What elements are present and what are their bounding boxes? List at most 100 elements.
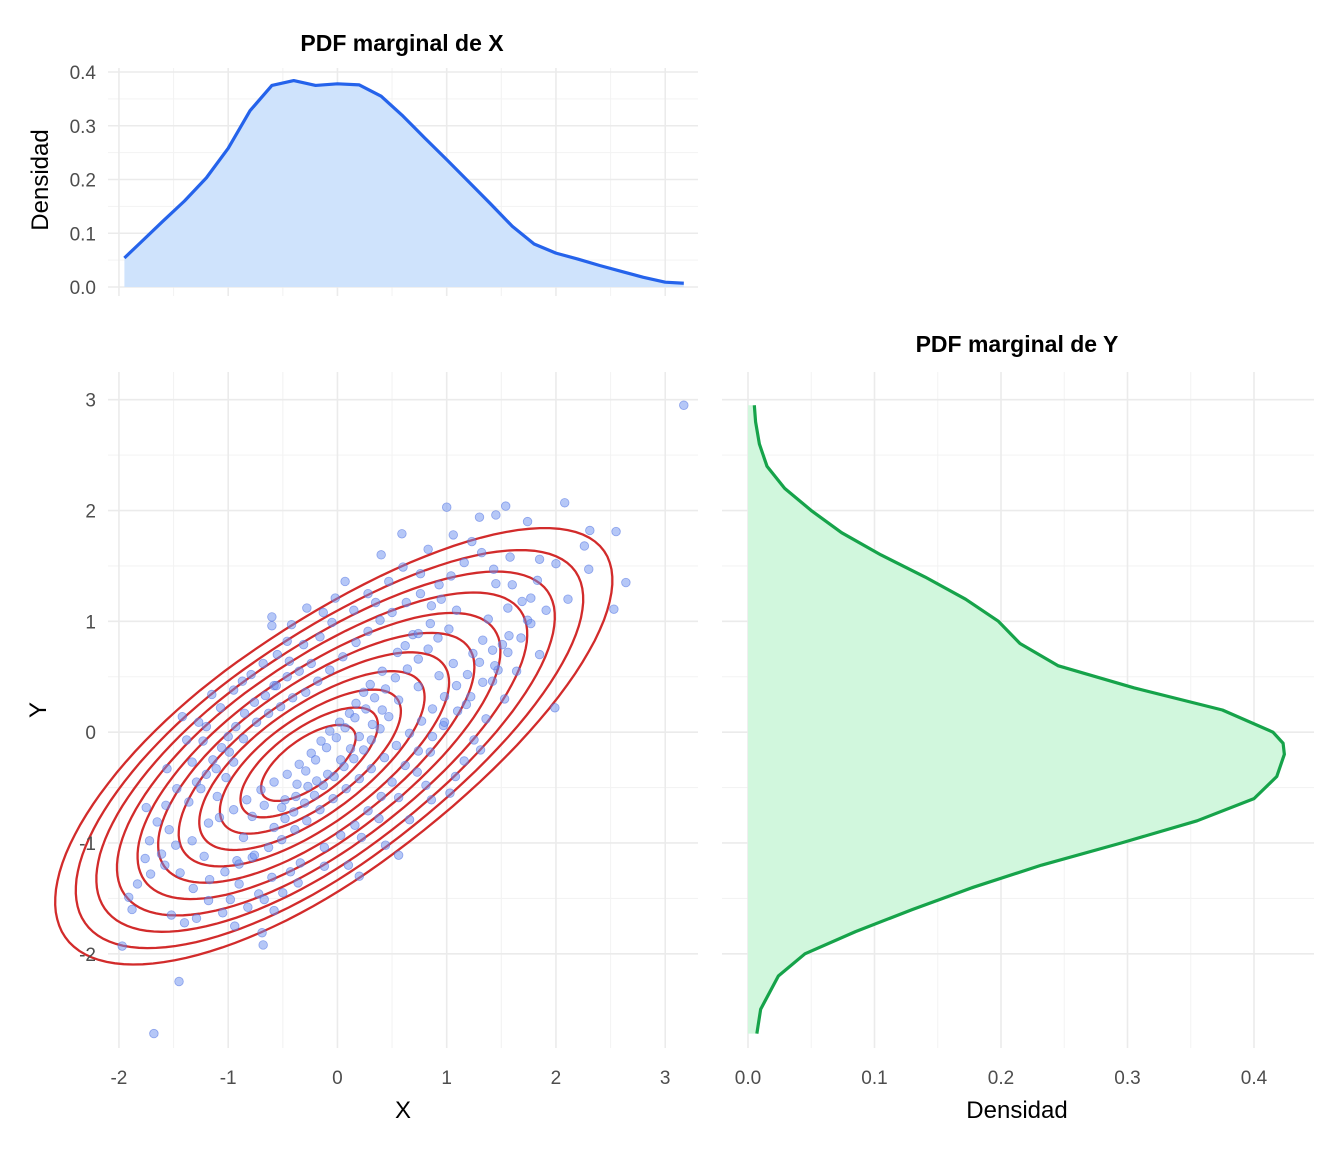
scatter-point — [393, 695, 404, 705]
marginal-x-y-tick-label: 0.4 — [70, 63, 97, 84]
scatter-point — [377, 666, 387, 676]
scatter-point — [216, 742, 227, 753]
scatter-point — [298, 639, 309, 650]
scatter-point — [254, 889, 264, 899]
scatter-point — [451, 680, 462, 691]
marginal-y-title: PDF marginal de Y — [916, 331, 1119, 357]
scatter-point — [238, 832, 249, 843]
scatter-point — [201, 769, 212, 779]
scatter-point — [282, 672, 292, 682]
marginal-x-line — [123, 79, 684, 285]
scatter-point — [144, 836, 155, 846]
scatter-point — [224, 747, 234, 757]
scatter-point — [198, 736, 208, 746]
scatter-point — [367, 719, 378, 730]
scatter-point — [339, 761, 349, 772]
scatter-point — [585, 525, 595, 536]
scatter-point — [448, 530, 458, 540]
contour-line — [54, 526, 614, 966]
contour-line — [198, 670, 426, 852]
marginal-y-x-tick-label: 0.4 — [1241, 1068, 1268, 1089]
scatter-point — [354, 774, 364, 784]
scatter-point — [218, 908, 228, 918]
scatter-point — [160, 860, 170, 870]
scatter-point — [269, 777, 279, 787]
scatter-point — [302, 816, 312, 826]
scatter-point — [413, 654, 423, 664]
scatter-point — [375, 615, 385, 625]
scatter-point — [379, 752, 390, 763]
scatter-point — [369, 693, 380, 703]
scatter-point — [289, 807, 299, 817]
scatter-point — [231, 721, 241, 732]
scatter-point — [442, 502, 452, 512]
joint-y-tick-label: 3 — [85, 391, 96, 412]
scatter-point — [426, 601, 437, 611]
scatter-point — [392, 647, 403, 658]
scatter-point — [284, 656, 295, 666]
scatter-point — [319, 861, 330, 871]
scatter-point — [611, 526, 621, 537]
scatter-point — [141, 802, 151, 813]
scatter-point — [161, 800, 171, 811]
scatter-point — [469, 735, 479, 745]
scatter-point — [247, 811, 257, 822]
scatter-point — [315, 632, 325, 642]
scatter-point — [187, 757, 197, 767]
joint-y-tick-label: 2 — [85, 502, 96, 523]
scatter-point — [318, 607, 328, 618]
scatter-point — [397, 529, 407, 539]
scatter-point — [487, 676, 498, 686]
scatter-point — [204, 874, 215, 885]
scatter-point — [291, 791, 301, 802]
scatter-point — [579, 541, 590, 551]
scatter-point — [503, 647, 513, 658]
scatter-point — [532, 575, 543, 586]
scatter-point — [374, 813, 384, 824]
scatter-point — [215, 703, 226, 713]
scatter-point — [187, 836, 197, 846]
scatter-point — [315, 805, 325, 815]
scatter-point — [380, 840, 391, 850]
scatter-point — [238, 734, 249, 744]
scatter-point — [358, 687, 369, 697]
scatter-point — [401, 597, 411, 608]
scatter-point — [550, 703, 560, 713]
scatter-point — [243, 902, 253, 912]
scatter-point — [338, 652, 348, 662]
joint-x-ticks: -2 -1 0 1 2 3 — [110, 1068, 670, 1089]
scatter-point — [302, 603, 312, 613]
scatter-point — [295, 858, 305, 868]
scatter-point — [491, 578, 501, 589]
scatter-point — [483, 614, 493, 624]
scatter-point — [325, 726, 335, 736]
scatter-point — [211, 764, 221, 774]
scatter-point — [286, 619, 297, 630]
scatter-point — [306, 748, 316, 758]
scatter-point — [127, 904, 137, 915]
scatter-point — [516, 633, 526, 643]
scatter-point — [426, 795, 437, 805]
joint-x-tick-label: 0 — [332, 1068, 343, 1089]
contour-line — [115, 591, 529, 917]
scatter-point — [376, 791, 386, 802]
scatter-point — [434, 580, 444, 590]
scatter-point — [228, 805, 239, 815]
scatter-point — [299, 798, 310, 808]
scatter-point — [282, 636, 292, 646]
scatter-point — [351, 637, 361, 648]
scatter-point — [504, 631, 514, 641]
scatter-point — [171, 840, 181, 850]
scatter-point — [177, 711, 187, 722]
scatter-point — [294, 759, 304, 770]
joint-x-tick-label: -2 — [110, 1068, 127, 1089]
scatter-point — [267, 612, 277, 622]
scatter-point — [259, 800, 269, 811]
scatter-point — [393, 792, 404, 803]
scatter-point — [188, 883, 198, 894]
scatter-point — [343, 860, 354, 870]
scatter-point — [181, 735, 192, 745]
scatter-point — [413, 682, 423, 692]
scatter-point — [412, 767, 422, 777]
